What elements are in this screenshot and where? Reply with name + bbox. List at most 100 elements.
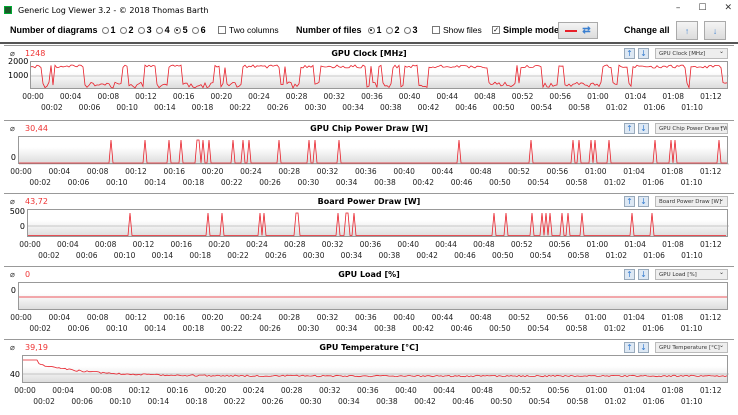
x-axis-tick: 00:20 [201, 167, 224, 176]
move-up-button[interactable]: ↑ [624, 342, 635, 353]
arrow-down-icon: ↓ [640, 343, 647, 352]
radio-option-2[interactable]: 2 [382, 25, 400, 35]
radio-button[interactable] [385, 26, 393, 34]
average-icon: ⌀ [10, 343, 15, 352]
x-axis-tick: 00:26 [266, 103, 289, 112]
x-axis-tick: 00:18 [182, 324, 205, 333]
x-axis-tick: 00:46 [455, 103, 477, 112]
x-axis-tick: 00:48 [471, 386, 493, 395]
x-axis-tick: 00:08 [97, 92, 120, 101]
x-axis-tick: 01:10 [681, 103, 703, 112]
x-axis-tick: 00:22 [220, 178, 243, 187]
x-axis-tick: 00:56 [549, 92, 572, 101]
arrow-down-icon: ↓ [640, 197, 647, 206]
x-axis-tick: 00:56 [547, 386, 570, 395]
radio-option-3[interactable]: 3 [134, 25, 152, 35]
x-axis-tick: 01:08 [661, 313, 684, 322]
move-up-button[interactable]: ↑ [624, 48, 635, 59]
series-line [19, 296, 727, 298]
move-down-button[interactable]: ↓ [638, 269, 649, 280]
radio-label: 5 [182, 25, 188, 35]
radio-button[interactable] [137, 26, 145, 34]
radio-button[interactable] [173, 26, 181, 34]
x-axis-tick: 01:06 [642, 324, 664, 333]
swap-color-button[interactable]: ⇄ [558, 22, 598, 39]
x-axis-tick: 00:52 [508, 167, 530, 176]
move-down-button[interactable]: ↓ [638, 342, 649, 353]
x-axis-tick: 01:02 [605, 103, 628, 112]
move-down-button[interactable]: ↓ [638, 48, 649, 59]
plot-area [22, 355, 729, 383]
x-axis-tick: 00:04 [52, 386, 74, 395]
x-axis-tick: 01:00 [584, 313, 607, 322]
simple-mode-checkbox[interactable]: ✓ Simple mode [492, 25, 559, 35]
x-axis-tick: 00:50 [491, 251, 514, 260]
radio-option-6[interactable]: 6 [188, 25, 206, 35]
two-columns-checkbox[interactable]: Two columns [218, 25, 279, 35]
x-axis-tick: 00:18 [182, 178, 205, 187]
change-all-label: Change all [624, 25, 670, 35]
x-axis-tick: 00:38 [374, 324, 396, 333]
close-button[interactable]: ✕ [724, 3, 732, 13]
move-down-button[interactable]: ↓ [638, 123, 649, 134]
checkbox-box[interactable] [218, 26, 226, 34]
x-axis-tick: 00:54 [527, 324, 550, 333]
radio-button[interactable] [367, 26, 375, 34]
x-axis-tick: 00:36 [361, 92, 383, 101]
plot-area [18, 136, 729, 165]
x-axis-tick: 01:00 [584, 167, 607, 176]
sensor-dropdown[interactable]: GPU Clock [MHz] [655, 48, 728, 59]
radio-button[interactable] [119, 26, 127, 34]
x-axis-tick: 00:30 [297, 178, 320, 187]
sensor-dropdown[interactable]: Board Power Draw [W] [655, 196, 728, 207]
x-axis-tick: 01:10 [681, 251, 703, 260]
x-axis-tick: 00:02 [29, 178, 51, 187]
sensor-dropdown[interactable]: GPU Load [%] [655, 269, 728, 280]
x-axis-tick: 00:44 [435, 240, 457, 249]
radio-option-4[interactable]: 4 [152, 25, 170, 35]
checkbox-box-checked[interactable]: ✓ [492, 26, 500, 34]
x-axis-tick: 00:36 [355, 167, 377, 176]
radio-button[interactable] [191, 26, 199, 34]
minimize-button[interactable]: – [675, 3, 681, 13]
radio-option-3[interactable]: 3 [400, 25, 418, 35]
diagram-panel: ⌀ 30,44 GPU Chip Power Draw [W] ↑ ↓ GPU … [4, 120, 734, 190]
x-axis-tick: 00:24 [240, 167, 262, 176]
x-axis-tick: 00:10 [105, 178, 128, 187]
move-down-button[interactable]: ↓ [638, 196, 649, 207]
x-axis-tick: 00:04 [57, 240, 79, 249]
x-axis-tick: 00:58 [567, 251, 590, 260]
checkbox-box[interactable] [432, 26, 440, 34]
x-axis-tick: 00:54 [528, 397, 551, 406]
show-files-checkbox[interactable]: Show files [432, 25, 482, 35]
move-up-button[interactable]: ↑ [624, 196, 635, 207]
radio-option-2[interactable]: 2 [116, 25, 134, 35]
radio-option-1[interactable]: 1 [364, 25, 382, 35]
x-axis-tick: 00:46 [450, 178, 473, 187]
radio-button[interactable] [101, 26, 109, 34]
radio-button[interactable] [403, 26, 411, 34]
arrow-up-icon: ↑ [626, 197, 633, 206]
plot-area [18, 282, 728, 310]
diagrams-label: Number of diagrams [10, 25, 98, 36]
move-up-all-button[interactable]: ↑ [676, 21, 698, 40]
radio-option-5[interactable]: 5 [170, 25, 188, 35]
sensor-dropdown[interactable]: GPU Temperature [°C] [655, 342, 728, 353]
average-value: 0 [25, 270, 31, 279]
x-axis-tick: 00:48 [469, 167, 492, 176]
move-up-button[interactable]: ↑ [624, 269, 635, 280]
x-axis-tick: 00:54 [527, 178, 550, 187]
arrow-down-icon: ↓ [640, 124, 647, 133]
move-up-button[interactable]: ↑ [624, 123, 635, 134]
radio-label: 3 [146, 25, 152, 35]
maximize-button[interactable]: ☐ [698, 3, 707, 13]
x-axis-tick: 00:54 [529, 251, 552, 260]
x-axis-tick: 00:42 [416, 251, 438, 260]
radio-option-1[interactable]: 1 [98, 25, 116, 35]
radio-button[interactable] [155, 26, 163, 34]
sensor-dropdown[interactable]: GPU Chip Power Draw [W] [655, 123, 728, 134]
x-axis-tick: 00:08 [86, 313, 109, 322]
x-axis-tick: 01:00 [585, 386, 608, 395]
x-axis-tick: 00:20 [201, 313, 224, 322]
move-down-all-button[interactable]: ↓ [704, 21, 726, 40]
